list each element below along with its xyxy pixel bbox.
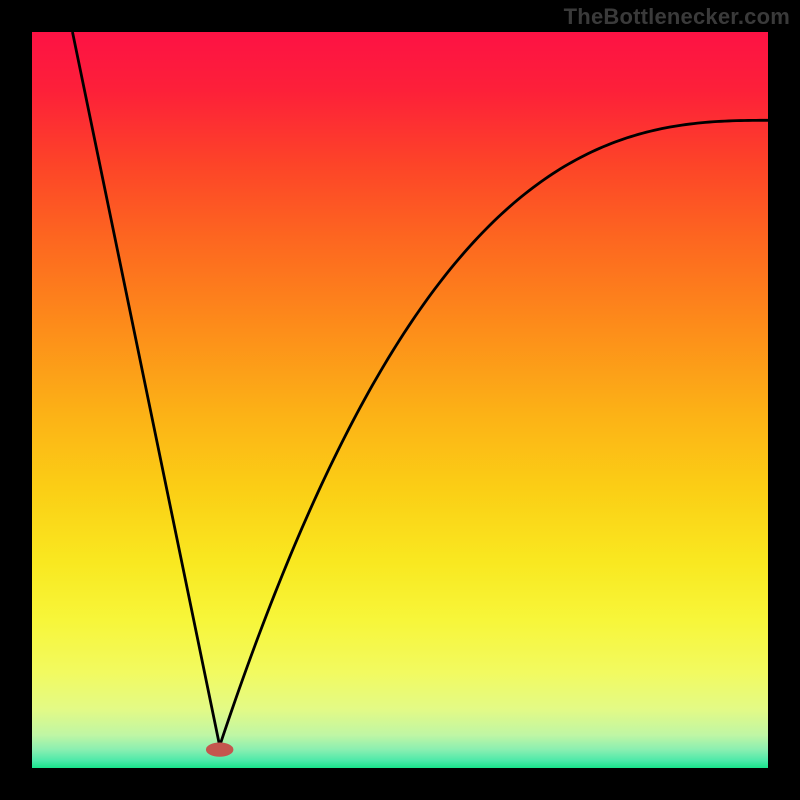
chart-container: { "chart": { "type": "line", "width": 80… — [0, 0, 800, 800]
bottleneck-chart — [0, 0, 800, 800]
watermark-text: TheBottlenecker.com — [564, 4, 790, 30]
optimal-point-marker — [206, 743, 232, 756]
chart-background — [32, 32, 768, 768]
